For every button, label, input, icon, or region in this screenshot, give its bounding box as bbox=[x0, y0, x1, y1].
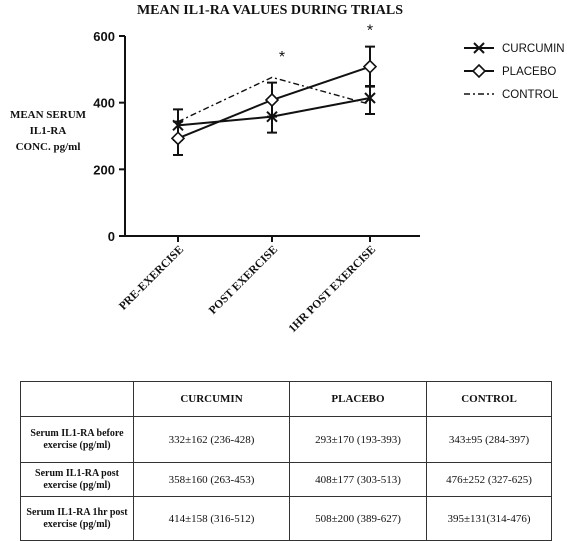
significance-star: * bbox=[279, 49, 285, 66]
cell-placebo-post: 408±177 (303-513) bbox=[289, 462, 427, 497]
y-tick-label: 400 bbox=[93, 96, 115, 111]
table-row: Serum IL1-RA before exercise (pg/ml) 332… bbox=[20, 416, 552, 463]
series-placebo bbox=[170, 45, 378, 156]
row-label-before: Serum IL1-RA before exercise (pg/ml) bbox=[20, 416, 134, 463]
diamond-marker-icon bbox=[362, 59, 378, 74]
y-axis-label-line-1: MEAN SERUM bbox=[10, 109, 87, 121]
table-header-control: CONTROL bbox=[426, 381, 552, 417]
table-header-empty bbox=[20, 381, 134, 417]
series-curcumin bbox=[172, 85, 376, 141]
x-tick-label: PRE-EXERCISE bbox=[117, 243, 186, 312]
cell-curcumin-before: 332±162 (236-428) bbox=[133, 416, 290, 463]
table-header-row: CURCUMIN PLACEBO CONTROL bbox=[20, 381, 552, 417]
legend-item-curcumin: CURCUMIN bbox=[464, 42, 565, 55]
legend-item-control: CONTROL bbox=[464, 89, 559, 101]
summary-table: CURCUMIN PLACEBO CONTROL Serum IL1-RA be… bbox=[20, 381, 552, 541]
y-tick-label: 200 bbox=[93, 162, 115, 177]
annotation-layer: ** bbox=[279, 22, 373, 66]
il1ra-line-chart: MEAN IL1-RA VALUES DURING TRIALS MEAN SE… bbox=[10, 3, 565, 335]
y-ticks: 0 200 400 600 bbox=[93, 29, 125, 244]
series-control bbox=[177, 76, 371, 123]
cell-placebo-before: 293±170 (193-393) bbox=[289, 416, 427, 463]
table-row: Serum IL1-RA 1hr post exercise (pg/ml) 4… bbox=[20, 496, 552, 541]
table-row: Serum IL1-RA post exercise (pg/ml) 358±1… bbox=[20, 462, 552, 497]
diamond-marker-icon bbox=[170, 131, 186, 146]
legend-label-placebo: PLACEBO bbox=[502, 66, 556, 78]
x-marker-icon bbox=[364, 92, 376, 104]
cell-curcumin-1hr: 414±158 (316-512) bbox=[133, 496, 290, 541]
x-tick-label: POST EXERCISE bbox=[207, 243, 280, 316]
row-label-1hr: Serum IL1-RA 1hr post exercise (pg/ml) bbox=[20, 496, 134, 541]
x-marker-icon bbox=[473, 42, 485, 54]
legend-item-placebo: PLACEBO bbox=[464, 63, 556, 79]
cell-control-post: 476±252 (327-625) bbox=[426, 462, 552, 497]
x-ticks: PRE-EXERCISE POST EXERCISE 1HR POST EXERCI… bbox=[117, 236, 378, 335]
error-bar-curcumin bbox=[365, 85, 375, 115]
significance-star: * bbox=[367, 22, 373, 39]
series-layer bbox=[170, 45, 378, 156]
y-tick-label: 0 bbox=[108, 229, 115, 244]
y-axis-label: MEAN SERUM IL1-RA CONC. pg/ml bbox=[10, 109, 87, 153]
diamond-marker-icon bbox=[264, 92, 280, 108]
y-axis-label-line-3: CONC. pg/ml bbox=[16, 141, 81, 153]
table-header-placebo: PLACEBO bbox=[289, 381, 427, 417]
x-tick-label: 1HR POST EXERCISE bbox=[287, 243, 379, 335]
legend-label-curcumin: CURCUMIN bbox=[502, 43, 565, 55]
cell-control-before: 343±95 (284-397) bbox=[426, 416, 552, 463]
row-label-post: Serum IL1-RA post exercise (pg/ml) bbox=[20, 462, 134, 497]
table-header-curcumin: CURCUMIN bbox=[133, 381, 290, 417]
legend: CURCUMIN PLACEBO CONTROL bbox=[464, 42, 565, 101]
legend-label-control: CONTROL bbox=[502, 89, 559, 101]
chart-title: MEAN IL1-RA VALUES DURING TRIALS bbox=[137, 3, 403, 18]
series-line-control bbox=[177, 76, 371, 123]
diamond-marker-icon bbox=[471, 63, 487, 79]
y-axis-label-line-2: IL1-RA bbox=[30, 125, 67, 137]
y-tick-label: 600 bbox=[93, 29, 115, 44]
cell-control-1hr: 395±131(314-476) bbox=[426, 496, 552, 541]
cell-placebo-1hr: 508±200 (389-627) bbox=[289, 496, 427, 541]
cell-curcumin-post: 358±160 (263-453) bbox=[133, 462, 290, 497]
